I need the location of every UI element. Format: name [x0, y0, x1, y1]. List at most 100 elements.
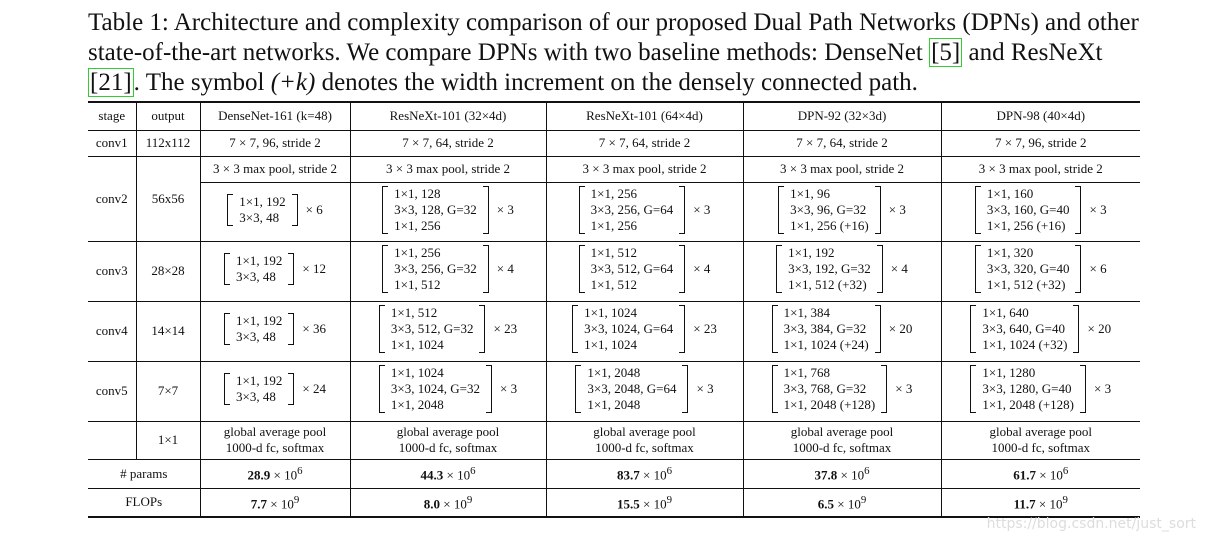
- cell: 7 × 7, 96, stride 2: [199, 129, 350, 156]
- block-cell: 1×1, 96 3×3, 96, G=32 1×1, 256 (+16) × 3: [742, 181, 941, 241]
- block: 1×1, 192 3×3, 48 × 6: [227, 193, 323, 226]
- mantissa: 61.7: [1013, 467, 1036, 483]
- left-bracket: [378, 305, 385, 353]
- block-line: 1×1, 512 (+32): [986, 277, 1066, 292]
- block-line: 3×3, 256, G=64: [590, 201, 674, 217]
- exponent: 6: [864, 465, 870, 478]
- right-bracket: [485, 365, 492, 413]
- block-line: 3×3, 640, G=40: [982, 321, 1065, 336]
- architecture-table: stage output DenseNet-161 (k=48) ResNeXt-10…: [88, 101, 1140, 518]
- block-line: 1×1, 192: [236, 313, 283, 328]
- output-size: 56x56: [135, 155, 200, 241]
- right-bracket: [482, 245, 489, 293]
- right-bracket: [1075, 185, 1082, 234]
- repeat: × 3: [1089, 201, 1107, 217]
- block-line: 1×1, 1024: [584, 305, 638, 320]
- left-bracket: [974, 185, 981, 234]
- column-header: ResNeXt-101 (32×4d): [349, 101, 546, 130]
- block-line: 3×3, 768, G=32: [783, 381, 867, 396]
- repeat: × 3: [499, 381, 518, 396]
- total-value: 6.5 × 109: [742, 487, 941, 518]
- left-bracket: [575, 365, 582, 413]
- left-bracket: [778, 185, 785, 234]
- column-header: stage: [88, 101, 136, 130]
- block-line: 1×1, 256 (+16): [986, 217, 1066, 233]
- block-line: 3×3, 48: [239, 209, 280, 225]
- repeat: × 12: [302, 261, 326, 276]
- block-line: 1×1, 96: [790, 185, 830, 201]
- left-bracket: [776, 245, 783, 293]
- block-line: 1×1, 256 (+16): [790, 217, 869, 233]
- block-line: 1×1, 384: [783, 305, 830, 320]
- block-line: 1×1, 160: [986, 185, 1034, 201]
- caption-text: Table 1: Architecture and complexity com…: [88, 9, 1139, 66]
- block-lines: 1×1, 192 3×3, 192, G=32 1×1, 512 (+32): [782, 245, 877, 293]
- right-bracket: [288, 373, 295, 405]
- total-value: 28.9 × 106: [199, 458, 350, 488]
- block: 1×1, 192 3×3, 48 × 36: [224, 313, 326, 345]
- block-cell: 1×1, 128 3×3, 128, G=32 1×1, 256 × 3: [349, 181, 546, 241]
- power-base: × 10: [1038, 496, 1063, 512]
- left-bracket: [974, 245, 981, 293]
- block: 1×1, 192 3×3, 48 × 24: [224, 373, 326, 405]
- block-lines: 1×1, 1024 3×3, 1024, G=32 1×1, 2048: [385, 365, 486, 413]
- block-lines: 1×1, 192 3×3, 48: [230, 373, 288, 405]
- left-bracket: [771, 305, 778, 353]
- block: 1×1, 1024 3×3, 1024, G=64 1×1, 1024 × 23: [572, 305, 717, 353]
- block-line: 1×1, 512: [394, 277, 441, 292]
- cell-line: global average pool: [593, 424, 696, 439]
- total-value: 11.7 × 109: [940, 487, 1140, 518]
- caption-text: and ResNeXt: [962, 39, 1103, 66]
- block-line: 1×1, 640: [982, 305, 1029, 320]
- pool-cell: 3 × 3 max pool, stride 2: [742, 155, 941, 182]
- block-cell: 1×1, 192 3×3, 48 × 36: [199, 300, 350, 361]
- block: 1×1, 1024 3×3, 1024, G=32 1×1, 2048 × 3: [378, 365, 518, 413]
- block-line: 3×3, 48: [236, 329, 276, 344]
- total-value: 37.8 × 106: [742, 458, 941, 488]
- cell: 7 × 7, 64, stride 2: [742, 129, 941, 156]
- output-size: 1×1: [135, 420, 200, 459]
- block-line: 1×1, 192: [236, 253, 283, 268]
- block-line: 1×1, 256: [590, 217, 638, 233]
- exponent: 9: [1062, 494, 1068, 507]
- block-line: 3×3, 512, G=64: [590, 261, 674, 276]
- block-line: 1×1, 1024: [390, 337, 444, 352]
- repeat: × 6: [305, 201, 323, 217]
- block-lines: 1×1, 192 3×3, 48: [230, 253, 288, 285]
- block-cell: 1×1, 160 3×3, 160, G=40 1×1, 256 (+16) × 3: [940, 181, 1140, 241]
- total-value: 44.3 × 106: [349, 458, 546, 488]
- cell: global average pool 1000-d fc, softmax: [199, 420, 350, 459]
- block-cell: 1×1, 768 3×3, 768, G=32 1×1, 2048 (+128) × …: [742, 360, 941, 421]
- block-lines: 1×1, 2048 3×3, 2048, G=64 1×1, 2048: [581, 365, 682, 413]
- block-cell: 1×1, 1024 3×3, 1024, G=64 1×1, 1024 × 23: [545, 300, 743, 361]
- block-cell: 1×1, 1280 3×3, 1280, G=40 1×1, 2048 (+128)…: [940, 360, 1140, 421]
- block-line: 1×1, 2048: [587, 365, 641, 380]
- power-base: × 10: [642, 496, 667, 512]
- mantissa: 8.0: [423, 496, 440, 512]
- block-cell: 1×1, 640 3×3, 640, G=40 1×1, 1024 (+32) × 2…: [940, 300, 1140, 361]
- block-line: 1×1, 2048 (+128): [982, 397, 1074, 412]
- left-bracket: [224, 253, 231, 285]
- caption-text: . The symbol: [133, 69, 271, 96]
- repeat: × 23: [693, 321, 717, 336]
- repeat: × 4: [496, 261, 514, 276]
- right-bracket: [874, 305, 881, 353]
- mantissa: 11.7: [1013, 496, 1036, 512]
- left-bracket: [227, 193, 234, 226]
- right-bracket: [288, 313, 295, 345]
- block-line: 3×3, 384, G=32: [783, 321, 867, 336]
- exponent: 9: [293, 494, 300, 507]
- block-line: 1×1, 768: [783, 365, 830, 380]
- block-line: 1×1, 2048: [390, 397, 444, 412]
- stage: conv1: [88, 129, 136, 156]
- block: 1×1, 512 3×3, 512, G=32 1×1, 1024 × 23: [378, 305, 517, 353]
- block: 1×1, 160 3×3, 160, G=40 1×1, 256 (+16) × 3: [974, 185, 1107, 234]
- repeat: × 3: [895, 381, 913, 396]
- block-line: 1×1, 1024 (+24): [783, 337, 869, 352]
- cell: 7 × 7, 64, stride 2: [349, 129, 546, 156]
- right-bracket: [682, 365, 689, 413]
- block-cell: 1×1, 192 3×3, 48 × 12: [199, 240, 350, 301]
- exponent: 9: [860, 494, 867, 507]
